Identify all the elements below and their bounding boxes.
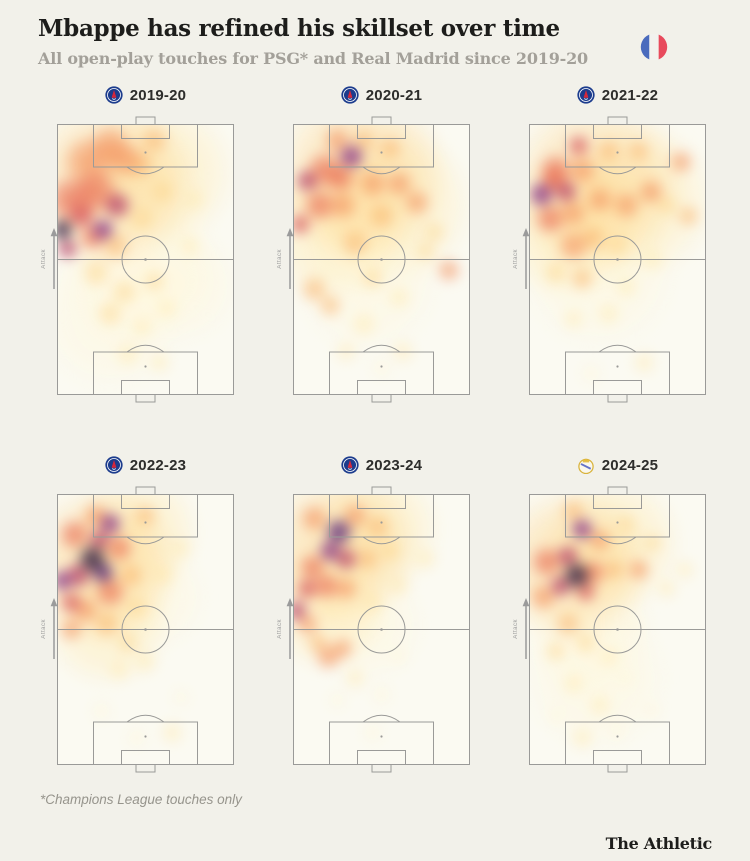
pitch-lines [293,486,470,773]
attack-direction: Attack [41,228,60,290]
pitch-lines [57,116,234,403]
pitch-lines [529,116,706,403]
season-label: 2022-23 [129,456,187,474]
season-panel: 2019-20 Atta [41,84,234,403]
attack-direction-label: Attack [277,619,283,639]
attack-arrow-icon [50,598,58,659]
attack-arrow-icon [286,228,294,289]
psg-badge-icon [341,86,359,104]
heatmap-grid: 2019-20 Atta [41,84,706,773]
attack-direction-label: Attack [41,249,47,269]
panel-header: 2020-21 [293,84,470,106]
panel-header: 2019-20 [57,84,234,106]
attack-direction-label: Attack [277,249,283,269]
pitch-heatmap: Attack [277,116,470,403]
pitch-heatmap: Attack [41,486,234,773]
psg-badge-icon [577,86,595,104]
pitch-heatmap: Attack [513,116,706,403]
season-panel: 2024-25 Atta [513,454,706,773]
header: Mbappe has refined his skillset over tim… [38,15,712,69]
attack-direction: Attack [277,598,296,660]
season-label: 2019-20 [129,86,187,104]
attack-arrow-icon [50,228,58,289]
attack-arrow-icon [522,228,530,289]
pitch-heatmap: Attack [513,486,706,773]
attack-direction-label: Attack [513,249,519,269]
page-title: Mbappe has refined his skillset over tim… [38,15,560,42]
attack-arrow-icon [286,598,294,659]
panel-header: 2024-25 [529,454,706,476]
season-panel: 2020-21 Atta [277,84,470,403]
real-madrid-badge-icon [578,458,594,474]
pitch-lines [293,116,470,403]
panel-header: 2022-23 [57,454,234,476]
season-panel: 2021-22 Atta [513,84,706,403]
season-panel: 2022-23 Atta [41,454,234,773]
brand-logo: The Athletic [605,834,713,853]
attack-direction: Attack [513,598,532,660]
attack-direction-label: Attack [513,619,519,639]
page-subtitle: All open-play touches for PSG* and Real … [38,49,588,69]
attack-direction: Attack [277,228,296,290]
footnote: *Champions League touches only [40,792,242,807]
season-panel: 2023-24 Atta [277,454,470,773]
psg-badge-icon [341,456,359,474]
pitch-heatmap: Attack [41,116,234,403]
attack-direction: Attack [41,598,60,660]
season-label: 2021-22 [601,86,659,104]
attack-arrow-icon [522,598,530,659]
pitch-heatmap: Attack [277,486,470,773]
season-label: 2024-25 [601,456,659,474]
pitch-lines [57,486,234,773]
france-flag-icon [640,33,668,61]
attack-direction: Attack [513,228,532,290]
psg-badge-icon [105,86,123,104]
pitch-lines [529,486,706,773]
season-label: 2023-24 [365,456,423,474]
attack-direction-label: Attack [41,619,47,639]
season-label: 2020-21 [365,86,423,104]
panel-header: 2021-22 [529,84,706,106]
panel-header: 2023-24 [293,454,470,476]
psg-badge-icon [105,456,123,474]
